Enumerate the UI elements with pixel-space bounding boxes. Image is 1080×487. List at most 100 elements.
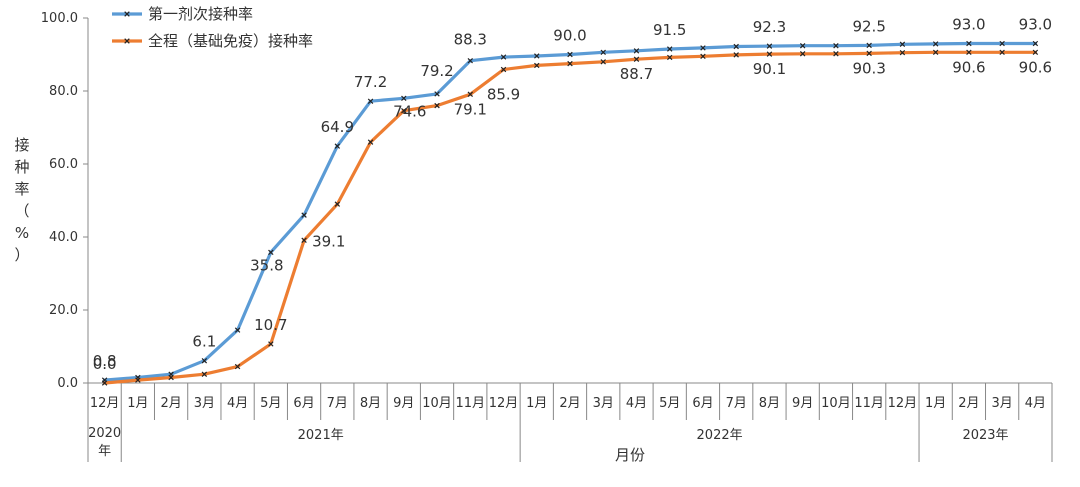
point-marker — [733, 52, 739, 58]
year-label: 2022年 — [697, 428, 743, 443]
point-marker — [268, 249, 274, 256]
point-marker — [234, 327, 241, 333]
point-marker — [434, 91, 440, 97]
data-label: 85.9 — [487, 85, 520, 103]
data-point — [733, 43, 739, 50]
y-axis-title-char: （ — [14, 202, 29, 220]
data-point — [268, 249, 274, 256]
x-tick-label: 7月 — [327, 396, 348, 411]
data-point — [301, 237, 307, 244]
data-point — [334, 143, 341, 149]
data-point — [833, 51, 839, 57]
x-tick-label: 5月 — [659, 396, 680, 411]
x-tick-label: 6月 — [692, 396, 713, 411]
data-point — [700, 45, 706, 51]
year-label: 2021年 — [298, 428, 344, 443]
data-label: 77.2 — [354, 73, 387, 91]
series-line-1 — [102, 50, 1038, 385]
data-label: 64.9 — [321, 118, 354, 136]
point-marker — [633, 56, 640, 62]
y-axis-title-char: 种 — [14, 158, 29, 176]
point-marker — [301, 212, 307, 218]
data-point — [467, 91, 474, 98]
x-tick-label: 5月 — [260, 396, 281, 411]
data-labels: 0.8 6.1 35.8 64.9 77.2 79.288.3 90.0 91.5 92.3 92… — [93, 16, 1052, 373]
point-marker — [833, 43, 839, 49]
data-point — [334, 201, 341, 207]
x-tick-label: 6月 — [293, 396, 314, 411]
point-marker — [135, 377, 141, 383]
legend-label: 全程（基础免疫）接种率 — [148, 32, 313, 50]
data-label: 88.7 — [620, 65, 653, 83]
data-point — [700, 53, 706, 60]
x-tick-label: 3月 — [194, 396, 215, 411]
legend-label: 第一剂次接种率 — [148, 5, 253, 23]
data-point — [899, 49, 906, 56]
data-label: 90.3 — [852, 59, 885, 77]
x-axis-title: 月份 — [615, 446, 645, 464]
data-point — [534, 62, 540, 69]
x-tick-label: 3月 — [593, 396, 614, 411]
x-tick-label: 10月 — [821, 396, 851, 411]
legend-marker — [124, 38, 130, 44]
x-tick-label: 10月 — [422, 396, 452, 411]
y-tick-label: 100.0 — [41, 11, 78, 26]
point-marker — [799, 43, 806, 49]
point-marker — [766, 43, 773, 49]
x-tick-label: 4月 — [227, 396, 248, 411]
data-label: 35.8 — [250, 256, 283, 274]
data-point — [600, 59, 606, 65]
x-ticks: 12月 1月 2月 3月 4月 5月 6月 7月 8月 9月 10月 11月 12月 1月 2月 3月 4月 5月… — [87, 383, 1053, 420]
legend-marker — [124, 11, 130, 17]
point-marker — [766, 51, 773, 57]
data-point — [866, 42, 872, 49]
point-marker — [201, 358, 208, 364]
data-point — [799, 43, 806, 49]
x-tick-label: 8月 — [360, 396, 381, 411]
data-point — [367, 139, 374, 145]
data-label: 79.2 — [420, 62, 453, 80]
data-label: 90.6 — [952, 58, 985, 76]
x-tick-label: 2月 — [160, 396, 181, 411]
point-marker — [833, 51, 839, 57]
y-axis-title-char: % — [15, 224, 29, 242]
data-label: 90.0 — [553, 27, 586, 45]
y-ticks: 0.0 20.0 40.0 60.0 80.0 100.0 — [41, 11, 88, 391]
x-tick-label: 3月 — [991, 396, 1012, 411]
y-axis-title: 接种率 （% ） — [14, 136, 29, 264]
data-point — [567, 51, 573, 58]
point-marker — [932, 49, 939, 56]
x-tick-label: 9月 — [792, 396, 813, 411]
point-marker — [567, 51, 573, 58]
data-point — [567, 60, 573, 67]
point-marker — [434, 102, 440, 109]
x-tick-label: 12月 — [489, 396, 519, 411]
series-lines — [101, 40, 1039, 386]
data-point — [633, 48, 640, 54]
data-label: 39.1 — [312, 232, 345, 250]
data-point — [201, 371, 208, 377]
point-marker — [633, 48, 640, 54]
data-point — [999, 40, 1005, 47]
point-marker — [301, 237, 307, 244]
point-marker — [234, 363, 241, 370]
point-marker — [168, 374, 174, 381]
point-marker — [999, 49, 1005, 56]
point-marker — [866, 50, 872, 57]
point-marker — [700, 53, 706, 60]
point-marker — [866, 42, 872, 49]
data-point — [534, 53, 540, 59]
point-marker — [1032, 40, 1039, 47]
data-label: 74.6 — [393, 103, 426, 121]
point-marker — [534, 53, 540, 59]
data-point — [600, 49, 606, 56]
point-marker — [666, 46, 673, 52]
data-label: 88.3 — [454, 31, 487, 49]
x-tick-label: 11月 — [456, 396, 486, 411]
x-tick-label: 2月 — [559, 396, 580, 411]
data-point — [467, 57, 474, 64]
data-point — [666, 46, 673, 52]
data-label: 6.1 — [192, 333, 216, 351]
